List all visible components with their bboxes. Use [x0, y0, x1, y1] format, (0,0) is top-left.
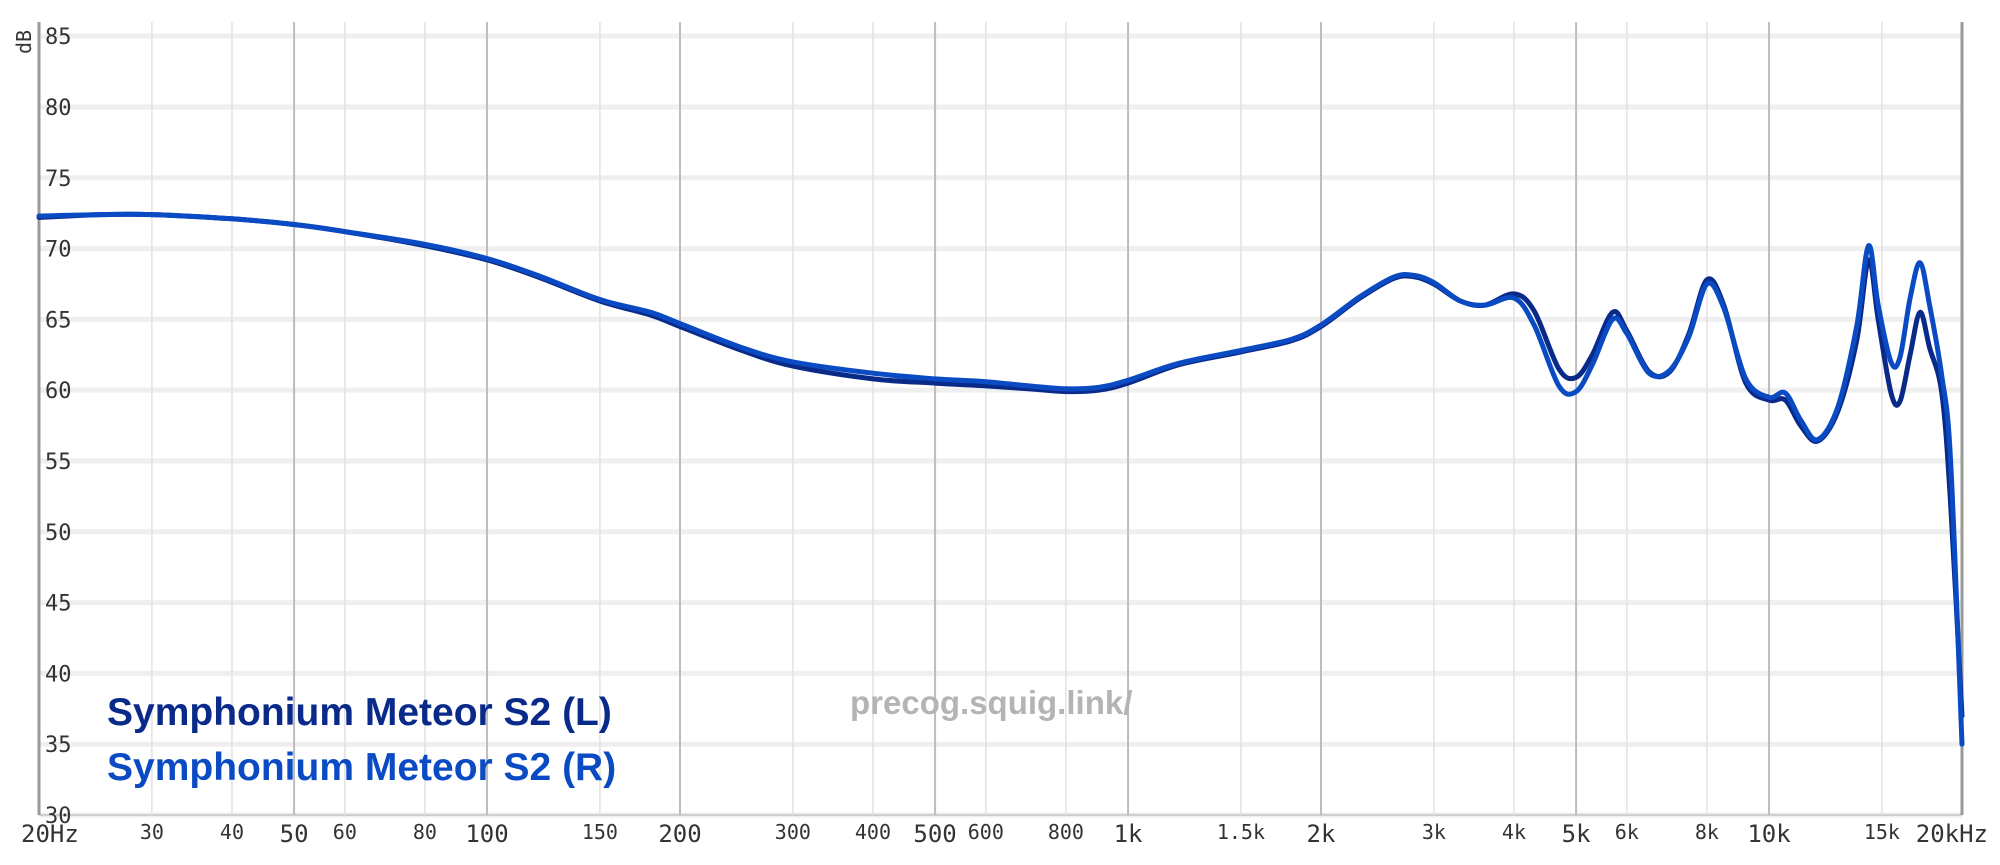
- x-tick-label: 30: [140, 820, 164, 844]
- x-tick-label: 20kHz: [1916, 820, 1988, 848]
- x-tick-label: 400: [855, 820, 891, 844]
- y-tick-label: 40: [45, 662, 72, 687]
- y-tick-label: 45: [45, 592, 72, 617]
- x-tick-label: 1.5k: [1217, 820, 1265, 844]
- legend: Symphonium Meteor S2 (L) Symphonium Mete…: [107, 691, 616, 789]
- x-tick-label: 200: [658, 820, 701, 848]
- x-tick-label: 8k: [1695, 820, 1719, 844]
- y-tick-label: 75: [45, 167, 72, 192]
- legend-entry-left: Symphonium Meteor S2 (L): [107, 691, 612, 734]
- legend-entry-right: Symphonium Meteor S2 (R): [107, 746, 616, 789]
- y-tick-label: 35: [45, 733, 72, 758]
- x-tick-label: 60: [333, 820, 357, 844]
- y-axis-ticks: 85 80 75 70 65 60 55 50 45 40 35 30: [45, 25, 72, 829]
- series-line-left: [36, 211, 1965, 719]
- x-tick-label: 150: [582, 820, 618, 844]
- y-tick-label: 55: [45, 450, 72, 475]
- x-tick-label: 2k: [1307, 820, 1336, 848]
- y-tick-label: 30: [45, 804, 72, 829]
- x-tick-label: 5k: [1562, 820, 1591, 848]
- x-tick-label: 20Hz: [21, 820, 79, 848]
- x-tick-label: 6k: [1615, 820, 1639, 844]
- series-line-right: [36, 211, 1965, 747]
- x-tick-label: 10k: [1747, 820, 1791, 848]
- x-tick-label: 3k: [1422, 820, 1446, 844]
- y-tick-label: 60: [45, 379, 72, 404]
- x-tick-label: 15k: [1864, 820, 1900, 844]
- x-tick-label: 600: [968, 820, 1004, 844]
- watermark-text: precog.squig.link/: [850, 684, 1132, 721]
- y-tick-label: 80: [45, 96, 72, 121]
- x-tick-label: 50: [280, 820, 309, 848]
- x-tick-label: 4k: [1502, 820, 1526, 844]
- x-tick-label: 100: [465, 820, 508, 848]
- series: [36, 211, 1965, 747]
- x-tick-label: 1k: [1114, 820, 1143, 848]
- x-tick-label: 40: [220, 820, 244, 844]
- y-tick-label: 50: [45, 521, 72, 546]
- y-tick-label: 65: [45, 308, 72, 333]
- x-axis-ticks: 20Hz 30 40 50 60 80 100 150 200 300 400 500 600 800 1k…: [21, 820, 1988, 848]
- y-axis-unit-label: dB: [12, 30, 36, 54]
- x-tick-label: 300: [775, 820, 811, 844]
- x-tick-label: 500: [913, 820, 956, 848]
- x-tick-label: 80: [413, 820, 437, 844]
- y-tick-label: 85: [45, 25, 72, 50]
- x-tick-label: 800: [1048, 820, 1084, 844]
- y-tick-label: 70: [45, 238, 72, 263]
